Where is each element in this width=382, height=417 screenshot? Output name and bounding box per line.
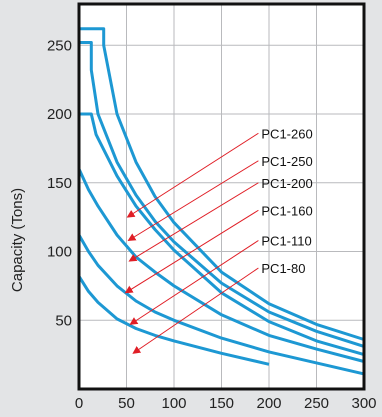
annotation-label-pc1-160: PC1-160	[261, 203, 312, 218]
y-tick-labels: 50 100 150 200 250	[47, 37, 72, 329]
x-tick-labels: 0 50 100 150 200 250 300	[75, 395, 377, 412]
x-tick-label-100: 100	[161, 395, 186, 412]
y-tick-label-250: 250	[47, 37, 72, 54]
series-line-pc1-200	[79, 112, 365, 357]
x-tick-label-50: 50	[118, 395, 135, 412]
annotation-label-pc1-250: PC1-250	[261, 154, 312, 169]
annotation-arrow-pc1-80	[132, 267, 259, 354]
annotation-label-pc1-200: PC1-200	[261, 176, 312, 191]
x-tick-label-150: 150	[209, 395, 234, 412]
series-line-pc1-250	[79, 41, 365, 348]
y-axis-label: Capacity (Tons)	[9, 188, 26, 292]
annotation-arrow-pc1-110	[129, 240, 259, 325]
annotation-label-pc1-260: PC1-260	[261, 126, 312, 141]
series-curves	[77, 27, 365, 376]
annotation-arrow-pc1-250	[127, 160, 259, 242]
plot-frame	[77, 2, 366, 391]
x-tick-label-250: 250	[304, 395, 329, 412]
annotation-arrow-pc1-260	[126, 132, 259, 218]
x-tick-label-200: 200	[256, 395, 281, 412]
x-tick-label-0: 0	[75, 395, 83, 412]
annotation-arrow-pc1-200	[128, 182, 259, 262]
y-tick-label-100: 100	[47, 244, 72, 261]
annotation-arrow-pc1-160	[124, 209, 259, 294]
y-tick-label-50: 50	[55, 312, 72, 329]
grid-lines	[79, 4, 364, 389]
series-line-pc1-110	[77, 234, 365, 376]
y-tick-label-150: 150	[47, 175, 72, 192]
series-line-pc1-260	[79, 27, 365, 341]
annotation-label-pc1-110: PC1-110	[261, 234, 311, 249]
annotation-arrows	[124, 132, 259, 354]
x-tick-label-300: 300	[351, 395, 376, 412]
y-tick-label-200: 200	[47, 106, 72, 123]
series-line-pc1-80	[77, 275, 270, 366]
annotation-label-pc1-80: PC1-80	[261, 261, 305, 276]
annotation-labels: PC1-260 PC1-250 PC1-200 PC1-160 PC1-110 PC1-8…	[261, 126, 312, 276]
series-line-pc1-160	[77, 168, 365, 363]
